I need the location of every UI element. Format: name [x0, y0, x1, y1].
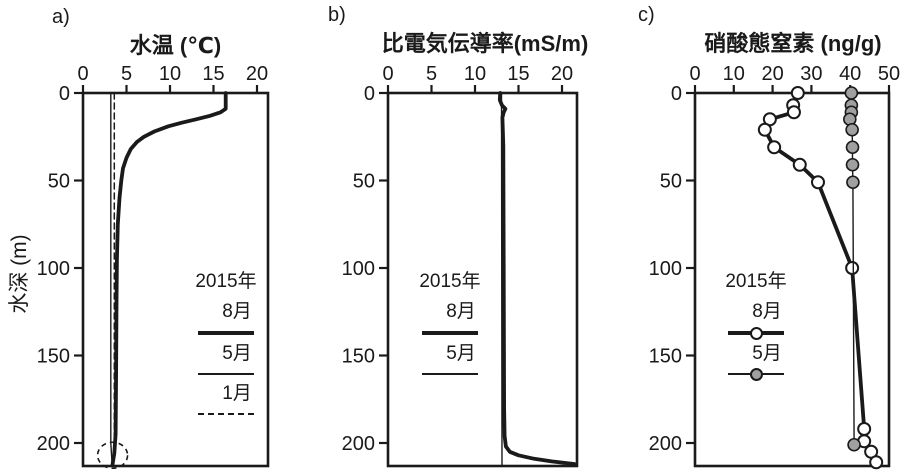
panel-b-ytick-label: 0 — [364, 83, 375, 105]
panel-b-xtick-label: 0 — [382, 63, 393, 85]
panel-a-xtick-label: 20 — [246, 63, 268, 85]
panel-c-ytick-label: 50 — [660, 171, 682, 193]
legend-c-aug-line — [728, 327, 784, 340]
panel-a-plot-box — [81, 91, 270, 468]
panel-a-xtick-label: 5 — [121, 63, 132, 85]
panel-c-series-0-marker — [786, 105, 801, 120]
panel-a-series-2-line — [112, 92, 116, 465]
panel-b-title: 比電気伝導率(mS/m) — [381, 31, 589, 56]
legend-a-year: 2015年 — [195, 271, 257, 292]
panel-a-ytick-label: 0 — [59, 83, 70, 105]
panel-b-ytick-label: 150 — [342, 346, 375, 368]
panel-c-series-0-marker — [810, 175, 825, 190]
legend-b-year: 2015年 — [419, 271, 481, 292]
legend-c-may-line — [728, 368, 784, 381]
panel-a-ytick-label: 100 — [37, 258, 70, 280]
panel-a-dashed-circle-annotation — [96, 441, 129, 470]
panel-b-plot-box — [386, 91, 579, 468]
panel-b-ytick-label: 100 — [342, 258, 375, 280]
panel-c-series-0-marker — [792, 157, 807, 172]
panel-c-xtick-label: 30 — [800, 63, 822, 85]
legend-a-jan-line — [198, 413, 254, 415]
panel-c-xtick-label: 0 — [689, 63, 700, 85]
panel-a-series-1-line — [110, 92, 113, 465]
legend-b-aug-line — [422, 331, 478, 335]
panel-c-xtick-label: 50 — [878, 63, 900, 85]
panel-a-xtick-label: 15 — [202, 63, 224, 85]
legend-panel-b: 2015年 8月 5月 — [408, 266, 492, 377]
legend-b-aug-label: 8月 — [446, 301, 476, 322]
panel-c-ytick-label: 100 — [649, 258, 682, 280]
panel-a-xtick-label: 10 — [159, 63, 181, 85]
legend-c-aug-label: 8月 — [752, 301, 782, 322]
panel-c-series-1-marker — [844, 86, 859, 100]
panel-c-series-0-marker — [869, 455, 884, 470]
panel-b-xtick-label: 5 — [426, 63, 437, 85]
panel-c-xtick-label: 10 — [723, 63, 745, 85]
panel-b-xtick-label: 15 — [507, 63, 529, 85]
panel-c-series-0-marker — [845, 261, 860, 275]
panel-c-series-1-marker — [846, 175, 860, 190]
panel-c-series-0-marker — [790, 86, 805, 100]
legend-a-aug-label: 8月 — [222, 301, 252, 322]
panel-a-ytick-label: 150 — [37, 346, 70, 368]
legend-c-may-label: 5月 — [752, 343, 782, 364]
panel-c-xtick-label: 40 — [839, 63, 861, 85]
panel-c-series-1-marker — [845, 122, 859, 137]
legend-c-open-circle-marker — [750, 327, 763, 340]
panel-b-letter: b) — [328, 4, 346, 26]
panel-b-series-0-line — [497, 91, 577, 466]
panel-c-ytick-label: 150 — [649, 346, 682, 368]
legend-c-gray-circle-marker — [750, 368, 763, 381]
panel-b-xtick-label: 10 — [464, 63, 486, 85]
legend-panel-a: 2015年 8月 5月 1月 — [184, 266, 268, 417]
legend-b-may-label: 5月 — [446, 343, 476, 364]
legend-a-may-line — [198, 373, 254, 375]
panel-a-ytick-label: 50 — [48, 171, 70, 193]
panel-c-ytick-label: 0 — [671, 83, 682, 105]
panel-c-series-0-marker — [767, 140, 782, 155]
panel-b-xtick-label: 20 — [551, 63, 573, 85]
y-axis-label: 水深 (m) — [8, 234, 31, 314]
panel-c-ytick-label: 200 — [649, 433, 682, 455]
panel-b-series-1-line — [500, 92, 503, 467]
panel-a-letter: a) — [52, 6, 70, 28]
panel-c-xtick-label: 20 — [761, 63, 783, 85]
panel-c-series-1-marker — [845, 140, 860, 155]
panel-a-series-0-line — [110, 91, 228, 466]
panel-c-title: 硝酸態窒素 (ng/g) — [704, 31, 882, 56]
panel-a-xtick-label: 0 — [77, 63, 88, 85]
legend-a-may-label: 5月 — [222, 343, 252, 364]
legend-panel-c: 2015年 8月 5月 — [714, 266, 798, 381]
legend-a-jan-label: 1月 — [222, 383, 252, 404]
legend-a-aug-line — [198, 331, 254, 335]
panel-b-ytick-label: 50 — [353, 171, 375, 193]
panel-a-ytick-label: 200 — [37, 433, 70, 455]
panel-c-series-0-marker — [757, 122, 772, 137]
panel-c-series-0-marker — [857, 422, 872, 436]
panel-a-title: 水温 (℃) — [129, 33, 222, 58]
panel-c-series-1-marker — [847, 437, 861, 452]
legend-c-year: 2015年 — [725, 271, 787, 292]
panel-c-letter: c) — [638, 4, 655, 26]
panel-c-series-1-marker — [845, 157, 860, 172]
legend-b-may-line — [422, 373, 478, 375]
panel-b-ytick-label: 200 — [342, 433, 375, 455]
